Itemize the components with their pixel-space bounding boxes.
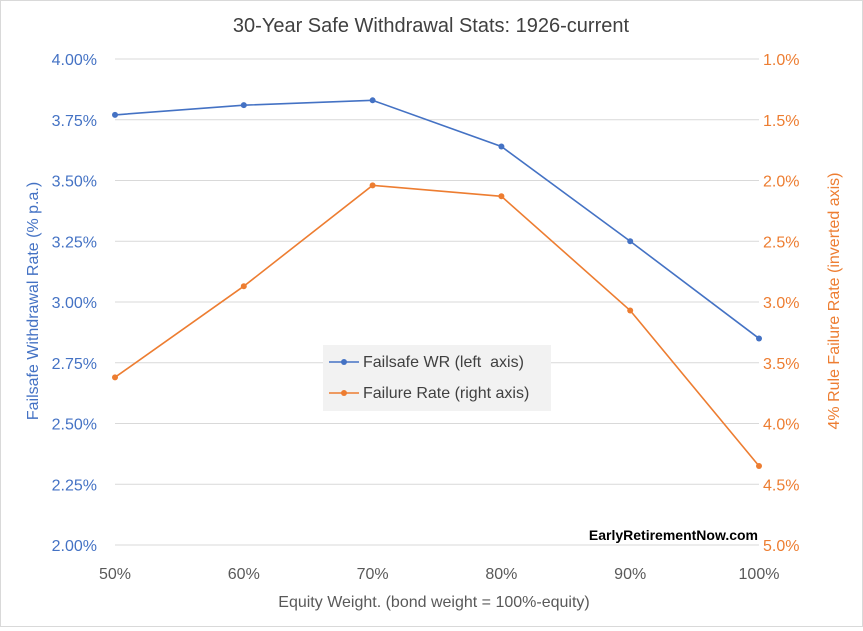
data-point-0 bbox=[756, 335, 762, 342]
x-tick-label: 70% bbox=[357, 566, 389, 583]
legend-marker-failure-rate bbox=[341, 390, 347, 396]
right-axis-label: 4% Rule Failure Rate (inverted axis) bbox=[826, 173, 843, 430]
legend-box bbox=[323, 345, 551, 411]
right-tick-label: 4.0% bbox=[763, 417, 799, 434]
data-point-1 bbox=[627, 307, 634, 314]
data-point-0 bbox=[627, 238, 634, 245]
left-tick-label: 4.00% bbox=[52, 52, 97, 69]
series-line-0 bbox=[114, 99, 760, 340]
watermark-text: EarlyRetirementNow.com bbox=[589, 527, 758, 543]
data-point-0 bbox=[498, 143, 505, 150]
data-point-1 bbox=[112, 374, 118, 381]
right-tick-label: 4.5% bbox=[763, 477, 799, 494]
x-tick-label: 60% bbox=[228, 566, 260, 583]
left-tick-label: 2.00% bbox=[52, 538, 97, 555]
data-point-1 bbox=[369, 182, 376, 189]
left-tick-label: 3.25% bbox=[52, 234, 97, 251]
legend-label-failure-rate: Failure Rate (right axis) bbox=[363, 385, 529, 402]
left-axis-label: Failsafe Withdrawal Rate (% p.a.) bbox=[25, 182, 42, 420]
legend-label-failsafe-wr: Failsafe WR (left axis) bbox=[363, 354, 524, 371]
data-point-0 bbox=[369, 97, 376, 104]
left-tick-label: 3.00% bbox=[52, 295, 97, 312]
left-tick-label: 3.50% bbox=[52, 174, 97, 191]
x-axis-label: Equity Weight. (bond weight = 100%-equit… bbox=[278, 594, 589, 611]
data-point-1 bbox=[498, 193, 505, 200]
right-tick-label: 3.5% bbox=[763, 356, 799, 373]
data-point-1 bbox=[240, 283, 247, 290]
right-axis-ticks: 1.0% 1.5% 2.0% 2.5% 3.0% 3.5% 4.0% 4.5% 5.0% bbox=[763, 52, 799, 555]
left-tick-label: 3.75% bbox=[52, 113, 97, 130]
x-tick-label: 100% bbox=[739, 566, 780, 583]
right-tick-label: 3.0% bbox=[763, 295, 799, 312]
series-lines bbox=[112, 97, 762, 470]
right-tick-label: 2.0% bbox=[763, 174, 799, 191]
series-line-1 bbox=[114, 184, 760, 467]
left-tick-label: 2.75% bbox=[52, 356, 97, 373]
data-point-0 bbox=[240, 102, 247, 109]
left-tick-label: 2.25% bbox=[52, 477, 97, 494]
x-tick-label: 50% bbox=[99, 566, 131, 583]
left-axis-ticks: 4.00% 3.75% 3.50% 3.25% 3.00% 2.75% 2.50% 2.25%… bbox=[52, 52, 97, 555]
legend: Failsafe WR (left axis) Failure Rate (ri… bbox=[323, 345, 551, 411]
x-tick-label: 90% bbox=[614, 566, 646, 583]
x-axis-ticks: 50% 60% 70% 80% 90% 100% bbox=[99, 566, 779, 583]
data-point-1 bbox=[756, 463, 762, 470]
right-tick-label: 1.0% bbox=[763, 52, 799, 69]
chart-title: 30-Year Safe Withdrawal Stats: 1926-curr… bbox=[233, 15, 630, 37]
data-point-0 bbox=[112, 111, 118, 118]
gridlines bbox=[115, 58, 759, 546]
right-tick-label: 1.5% bbox=[763, 113, 799, 130]
x-tick-label: 80% bbox=[485, 566, 517, 583]
left-tick-label: 2.50% bbox=[52, 417, 97, 434]
legend-marker-failsafe-wr bbox=[341, 359, 347, 365]
right-tick-label: 2.5% bbox=[763, 234, 799, 251]
right-tick-label: 5.0% bbox=[763, 538, 799, 555]
